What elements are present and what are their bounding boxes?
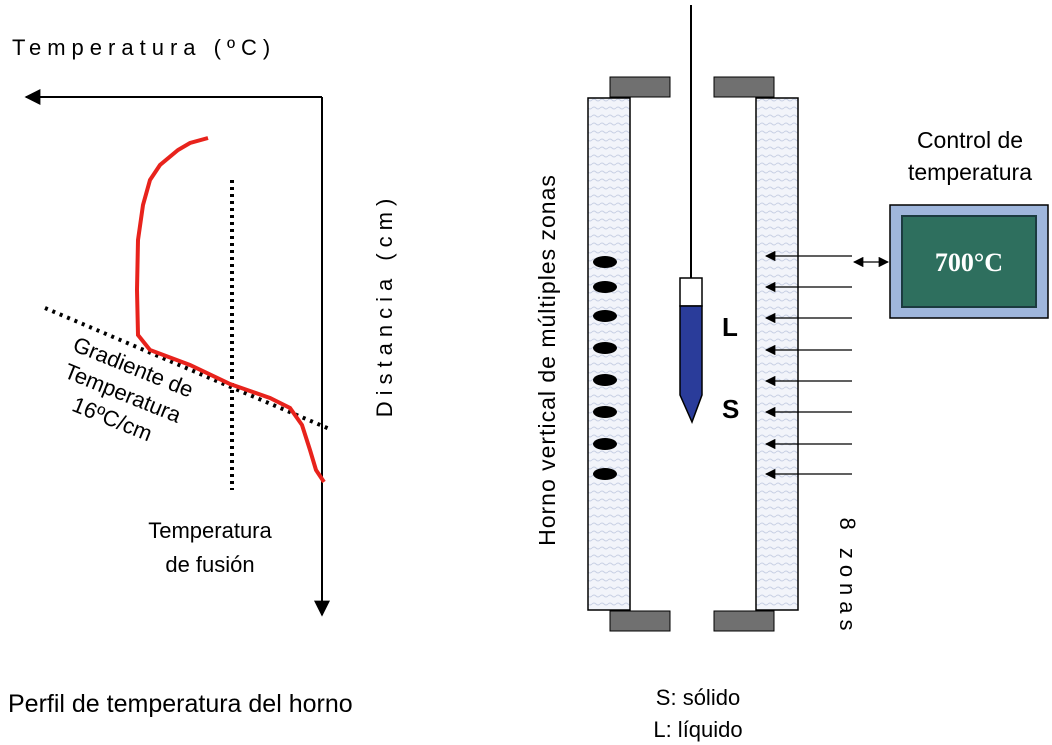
cap xyxy=(713,76,775,98)
legend-item: S: sólido xyxy=(656,685,740,710)
crucible xyxy=(679,305,703,424)
control-screen xyxy=(901,215,1037,308)
wall xyxy=(755,97,799,611)
heaters xyxy=(593,256,617,480)
legend-item: L: líquido xyxy=(653,717,742,742)
wall xyxy=(587,97,631,611)
crucible-top xyxy=(679,277,703,307)
axis-label: Temperatura (ºC) xyxy=(12,35,276,60)
profile: Temperatura (ºC) Distancia (cm) Gradient… xyxy=(8,35,397,718)
phase-marker: S xyxy=(722,394,739,424)
phase-marker: L xyxy=(722,312,738,342)
gradient-label: Gradiente de Temperatura 16ºC/cm xyxy=(61,332,197,447)
control-title: Control de xyxy=(917,127,1023,153)
cap xyxy=(609,76,671,98)
cap xyxy=(609,610,671,632)
zones-label: 8 zonas xyxy=(835,517,860,636)
cap xyxy=(713,610,775,632)
axis-label: Distancia (cm) xyxy=(372,193,397,418)
side-label: Horno vertical de múltiples zonas xyxy=(534,174,560,546)
melting-label: Temperatura xyxy=(148,518,272,543)
caption: Perfil de temperatura del horno xyxy=(8,690,353,718)
control-display: 700°C xyxy=(935,248,1003,277)
furnace: 700°C Control de temperatura Horno verti… xyxy=(534,5,1049,742)
temperature-curve xyxy=(134,136,326,484)
melting-label: de fusión xyxy=(165,552,254,577)
zone-arrows xyxy=(764,250,890,480)
control-title: temperatura xyxy=(908,159,1032,185)
